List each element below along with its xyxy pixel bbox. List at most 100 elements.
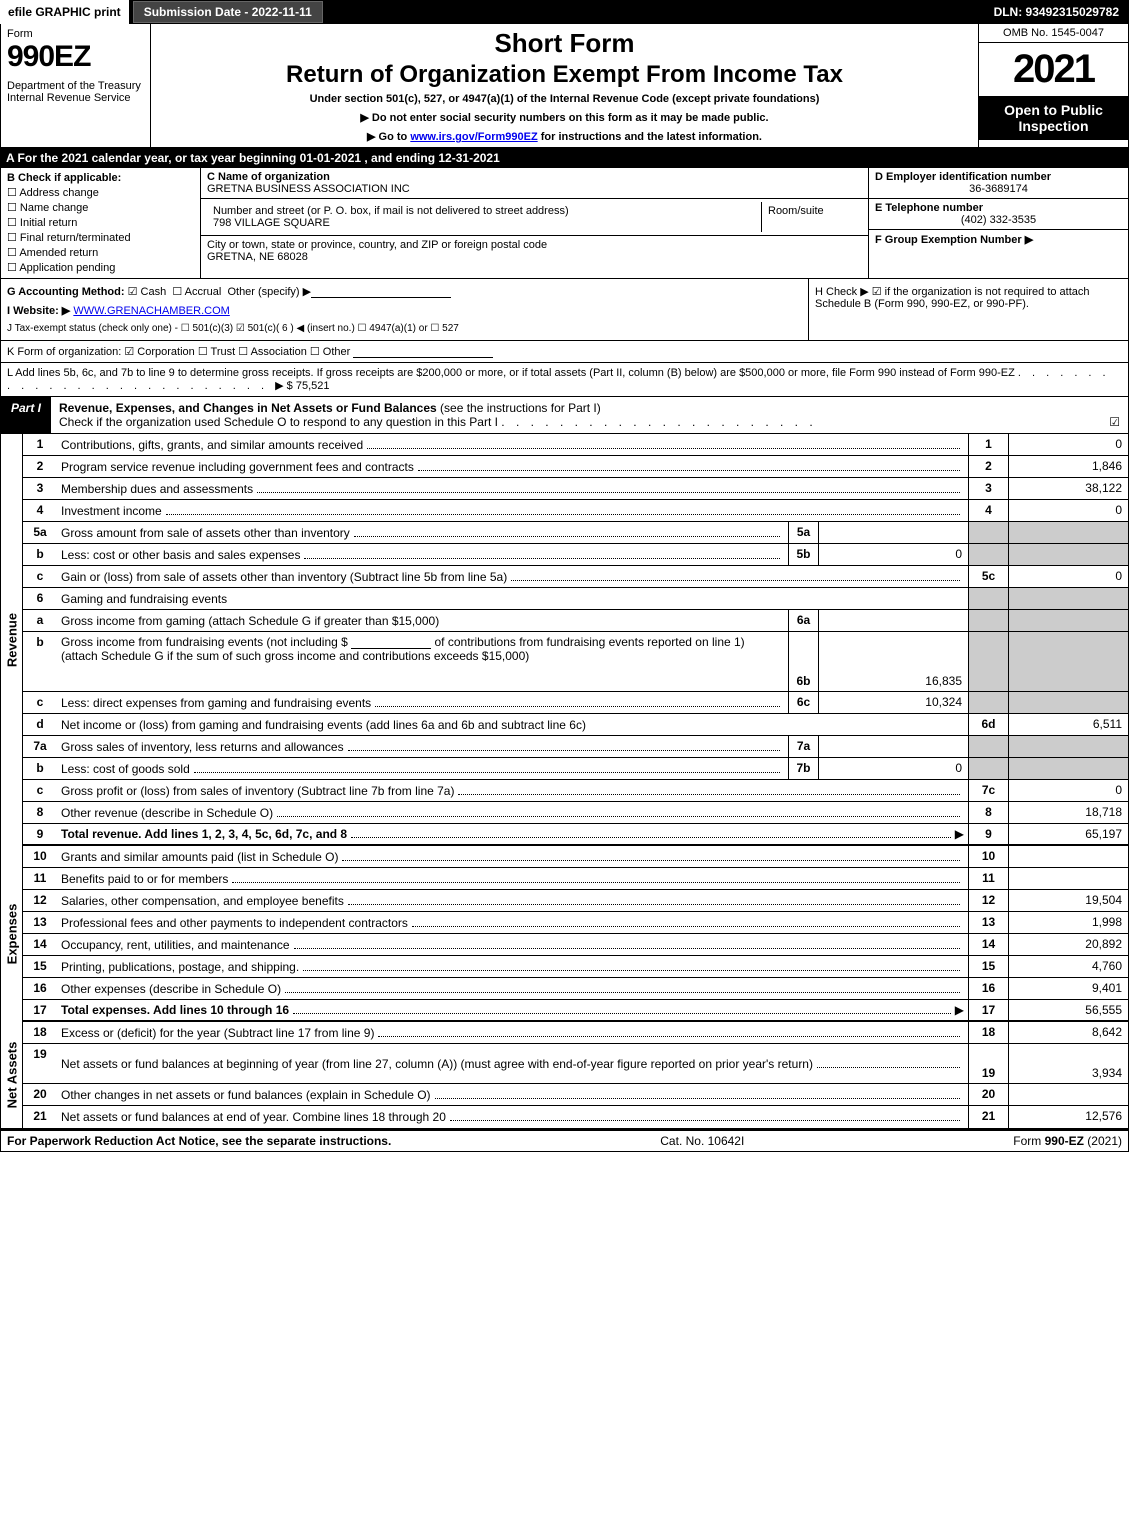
l15-rval: 4,760 [1008,956,1128,977]
l9-rval: 65,197 [1008,824,1128,844]
box-b-title: B Check if applicable: [7,172,194,184]
netassets-section: Net Assets 18 Excess or (deficit) for th… [0,1022,1129,1129]
line-3: 3 Membership dues and assessments 3 38,1… [23,478,1128,500]
l6b-mn: 6b [788,632,818,691]
footer-form-year: (2021) [1084,1134,1122,1148]
addr-value: 798 VILLAGE SQUARE [213,217,330,229]
l18-desc: Excess or (deficit) for the year (Subtra… [61,1026,374,1040]
l21-num: 21 [23,1106,57,1128]
line-20: 20 Other changes in net assets or fund b… [23,1084,1128,1106]
phone-value: (402) 332-3535 [875,214,1122,226]
dln-label: DLN: 93492315029782 [994,5,1129,19]
l5c-rval: 0 [1008,566,1128,587]
l9-num: 9 [23,824,57,844]
l1-rval: 0 [1008,434,1128,455]
box-h: H Check ▶ ☑ if the organization is not r… [808,279,1128,340]
schedO-checkbox[interactable]: ☑ [1109,415,1120,429]
l6a-rval-shade [1008,610,1128,631]
g-accrual[interactable]: ☐ Accrual [172,286,221,298]
part1-header: Part I Revenue, Expenses, and Changes in… [0,397,1129,434]
g-cash-label: Cash [141,286,167,298]
l16-desc: Other expenses (describe in Schedule O) [61,982,281,996]
l17-num: 17 [23,1000,57,1020]
city-row: City or town, state or province, country… [201,236,868,266]
l10-rnum: 10 [968,846,1008,867]
l6a-desc: Gross income from gaming (attach Schedul… [61,614,439,628]
l7b-num: b [23,758,57,779]
l-value: ▶ $ 75,521 [275,380,329,392]
group-exemption-label: F Group Exemption Number ▶ [875,234,1033,246]
l13-rval: 1,998 [1008,912,1128,933]
irs-link[interactable]: www.irs.gov/Form990EZ [410,131,537,143]
l6b-rval-shade [1008,632,1128,691]
l7b-desc: Less: cost of goods sold [61,762,190,776]
footer-form-num: 990-EZ [1045,1134,1084,1148]
l14-desc: Occupancy, rent, utilities, and maintena… [61,938,290,952]
l5a-rnum-shade [968,522,1008,543]
l21-rnum: 21 [968,1106,1008,1128]
l10-desc: Grants and similar amounts paid (list in… [61,850,338,864]
l6b-fill[interactable] [351,637,431,649]
cb-application-pending[interactable]: ☐ Application pending [7,261,194,274]
line-6b: b Gross income from fundraising events (… [23,632,1128,692]
l2-rval: 1,846 [1008,456,1128,477]
line-11: 11 Benefits paid to or for members 11 [23,868,1128,890]
cb-name-change[interactable]: ☐ Name change [7,201,194,214]
room-suite-label: Room/suite [762,202,862,232]
part1-title: Revenue, Expenses, and Changes in Net As… [51,397,1128,433]
l8-desc: Other revenue (describe in Schedule O) [61,806,273,820]
line-5c: c Gain or (loss) from sale of assets oth… [23,566,1128,588]
cb-final-return[interactable]: ☐ Final return/terminated [7,231,194,244]
l15-num: 15 [23,956,57,977]
row-a-tax-year: A For the 2021 calendar year, or tax yea… [0,148,1129,168]
l14-rval: 20,892 [1008,934,1128,955]
l18-rnum: 18 [968,1022,1008,1043]
l5c-num: c [23,566,57,587]
l7a-num: 7a [23,736,57,757]
l6-rnum-shade [968,588,1008,609]
open-inspection-badge: Open to Public Inspection [979,96,1128,140]
l5b-mv: 0 [818,544,968,565]
l17-desc: Total expenses. Add lines 10 through 16 [61,1003,289,1017]
l11-desc: Benefits paid to or for members [61,872,228,886]
cb-initial-return[interactable]: ☐ Initial return [7,216,194,229]
expenses-vlabel-text: Expenses [4,904,19,965]
submission-date-button[interactable]: Submission Date - 2022-11-11 [133,1,323,23]
netassets-vlabel-text: Net Assets [4,1042,19,1109]
tax-year: 2021 [979,43,1128,96]
l-text: L Add lines 5b, 6c, and 7b to line 9 to … [7,367,1015,379]
l9-desc: Total revenue. Add lines 1, 2, 3, 4, 5c,… [61,827,347,841]
part1-title-bold: Revenue, Expenses, and Changes in Net As… [59,401,437,415]
l6d-rval: 6,511 [1008,714,1128,735]
website-link[interactable]: WWW.GRENACHAMBER.COM [73,305,229,317]
l5c-rnum: 5c [968,566,1008,587]
line-6d: d Net income or (loss) from gaming and f… [23,714,1128,736]
efile-label[interactable]: efile GRAPHIC print [0,0,129,24]
l6b-desc1: Gross income from fundraising events (no… [61,635,348,649]
g-cash[interactable]: ☑ Cash [128,286,167,298]
cb-amended-return[interactable]: ☐ Amended return [7,246,194,259]
l17-rnum: 17 [968,1000,1008,1020]
line-16: 16 Other expenses (describe in Schedule … [23,978,1128,1000]
line-6a: a Gross income from gaming (attach Sched… [23,610,1128,632]
line-12: 12 Salaries, other compensation, and emp… [23,890,1128,912]
l2-rnum: 2 [968,456,1008,477]
l8-rnum: 8 [968,802,1008,823]
l3-num: 3 [23,478,57,499]
l5c-desc: Gain or (loss) from sale of assets other… [61,570,507,584]
cb-address-change[interactable]: ☐ Address change [7,186,194,199]
l7c-rnum: 7c [968,780,1008,801]
l20-num: 20 [23,1084,57,1105]
header-left: Form 990EZ Department of the Treasury In… [1,24,151,147]
l13-desc: Professional fees and other payments to … [61,916,408,930]
goto-prefix: ▶ Go to [367,131,410,143]
l7a-rnum-shade [968,736,1008,757]
k-other-fill[interactable] [353,346,493,358]
l7a-mv [818,736,968,757]
g-other-fill[interactable] [311,286,451,298]
line-5b: b Less: cost or other basis and sales ex… [23,544,1128,566]
l21-rval: 12,576 [1008,1106,1128,1128]
l19-num: 19 [23,1044,57,1083]
schedO-text: Check if the organization used Schedule … [59,415,498,429]
address-row: Number and street (or P. O. box, if mail… [201,199,868,236]
